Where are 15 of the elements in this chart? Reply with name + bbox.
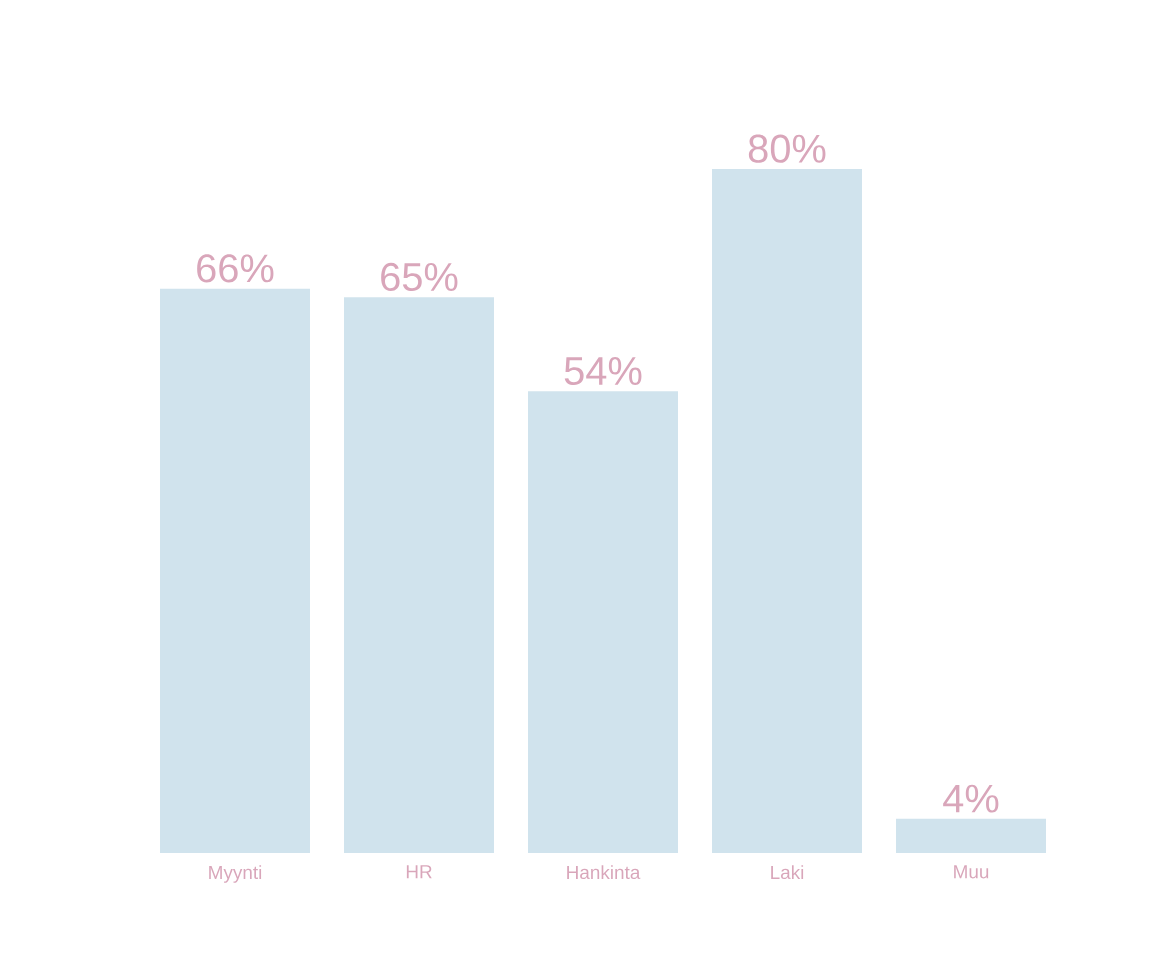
bar xyxy=(896,818,1047,853)
x-tick-label: Muu xyxy=(954,865,989,879)
x-tick-label: Hankinta xyxy=(567,865,641,880)
bar xyxy=(344,297,495,853)
x-tick-label: Myynti xyxy=(209,865,262,883)
bar xyxy=(528,391,679,853)
bar xyxy=(712,169,863,853)
x-tick-label: Laki xyxy=(771,865,804,880)
data-label: 65% xyxy=(381,262,458,292)
bar xyxy=(160,288,310,853)
data-label: 80% xyxy=(748,134,826,163)
x-tick-label: HR xyxy=(406,865,432,879)
data-label: 66% xyxy=(197,254,274,283)
data-label: 54% xyxy=(564,357,642,386)
data-label: 4% xyxy=(943,784,999,813)
